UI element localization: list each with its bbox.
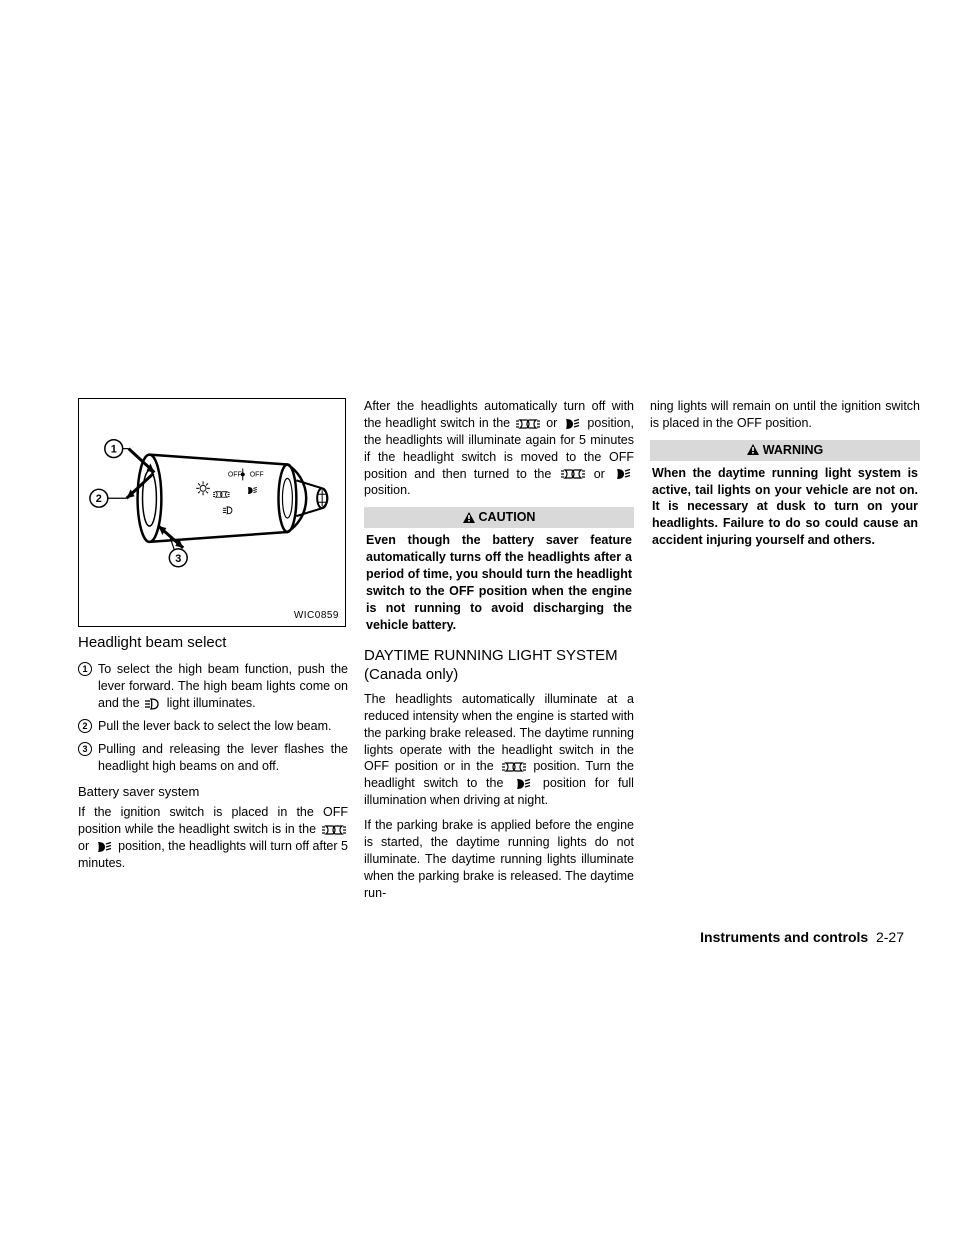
high-beam-icon bbox=[145, 698, 161, 710]
figure-headlight-lever: OFF OFF bbox=[78, 398, 346, 627]
auto-off-paragraph: After the headlights automatically turn … bbox=[364, 398, 634, 499]
svg-text:1: 1 bbox=[111, 444, 117, 456]
park-light-icon bbox=[561, 468, 585, 480]
caution-header: CAUTION bbox=[364, 507, 634, 528]
battery-saver-paragraph: If the ignition switch is placed in the … bbox=[78, 804, 348, 872]
text-part: light illuminates. bbox=[167, 696, 256, 710]
caution-body: Even though the battery saver feature au… bbox=[364, 528, 634, 639]
warning-header: WARNING bbox=[650, 440, 920, 461]
headlight-icon bbox=[95, 841, 113, 853]
warning-label: WARNING bbox=[763, 442, 823, 459]
drl-paragraph-1: The headlights automatically illuminate … bbox=[364, 691, 634, 809]
column-3: ning lights will remain on until the ign… bbox=[650, 398, 920, 909]
text-part: or bbox=[78, 839, 89, 853]
headlight-icon bbox=[563, 418, 581, 430]
footer-page: 2-27 bbox=[876, 929, 904, 945]
text-part: If the ignition switch is placed in the … bbox=[78, 805, 348, 836]
page-footer: Instruments and controls 2-27 bbox=[700, 929, 904, 945]
item-text: Pulling and releasing the lever flashes … bbox=[98, 741, 348, 775]
item-number-icon: 3 bbox=[78, 742, 92, 756]
figure-caption: WIC0859 bbox=[294, 609, 339, 623]
text-part: position, the headlights will turn off a… bbox=[78, 839, 348, 870]
headlight-beam-list: 1 To select the high beam function, push… bbox=[78, 661, 348, 774]
column-2: After the headlights automatically turn … bbox=[364, 398, 634, 909]
caution-label: CAUTION bbox=[479, 509, 536, 526]
warning-triangle-icon bbox=[747, 444, 759, 456]
svg-text:OFF: OFF bbox=[228, 471, 242, 478]
figure-svg: OFF OFF bbox=[79, 399, 345, 626]
page: OFF OFF bbox=[0, 0, 954, 1235]
text-part: position. bbox=[364, 483, 411, 497]
svg-text:3: 3 bbox=[175, 553, 181, 565]
park-light-icon bbox=[516, 418, 540, 430]
column-layout: OFF OFF bbox=[78, 398, 910, 909]
warning-triangle-icon bbox=[463, 512, 475, 524]
item-text: To select the high beam function, push t… bbox=[98, 661, 348, 712]
warning-body: When the daytime running light system is… bbox=[650, 461, 920, 555]
footer-section: Instruments and controls bbox=[700, 929, 868, 945]
column-1: OFF OFF bbox=[78, 398, 348, 909]
headlight-icon bbox=[514, 778, 532, 790]
list-item: 3 Pulling and releasing the lever flashe… bbox=[78, 741, 348, 775]
list-item: 1 To select the high beam function, push… bbox=[78, 661, 348, 712]
battery-saver-title: Battery saver system bbox=[78, 783, 348, 801]
text-part: or bbox=[594, 467, 605, 481]
item-text: Pull the lever back to select the low be… bbox=[98, 718, 348, 735]
park-light-icon bbox=[322, 824, 346, 836]
park-light-icon bbox=[502, 761, 526, 773]
svg-text:2: 2 bbox=[96, 493, 102, 505]
drl-paragraph-2: If the parking brake is applied before t… bbox=[364, 817, 634, 901]
svg-text:OFF: OFF bbox=[250, 471, 264, 478]
list-item: 2 Pull the lever back to select the low … bbox=[78, 718, 348, 735]
headlight-icon bbox=[614, 468, 632, 480]
text-part: or bbox=[546, 416, 557, 430]
item-number-icon: 1 bbox=[78, 662, 92, 676]
drl-title: DAYTIME RUNNING LIGHT SYSTEM (Canada onl… bbox=[364, 647, 634, 685]
item-number-icon: 2 bbox=[78, 719, 92, 733]
headlight-beam-title: Headlight beam select bbox=[78, 633, 348, 653]
drl-continuation: ning lights will remain on until the ign… bbox=[650, 398, 920, 432]
